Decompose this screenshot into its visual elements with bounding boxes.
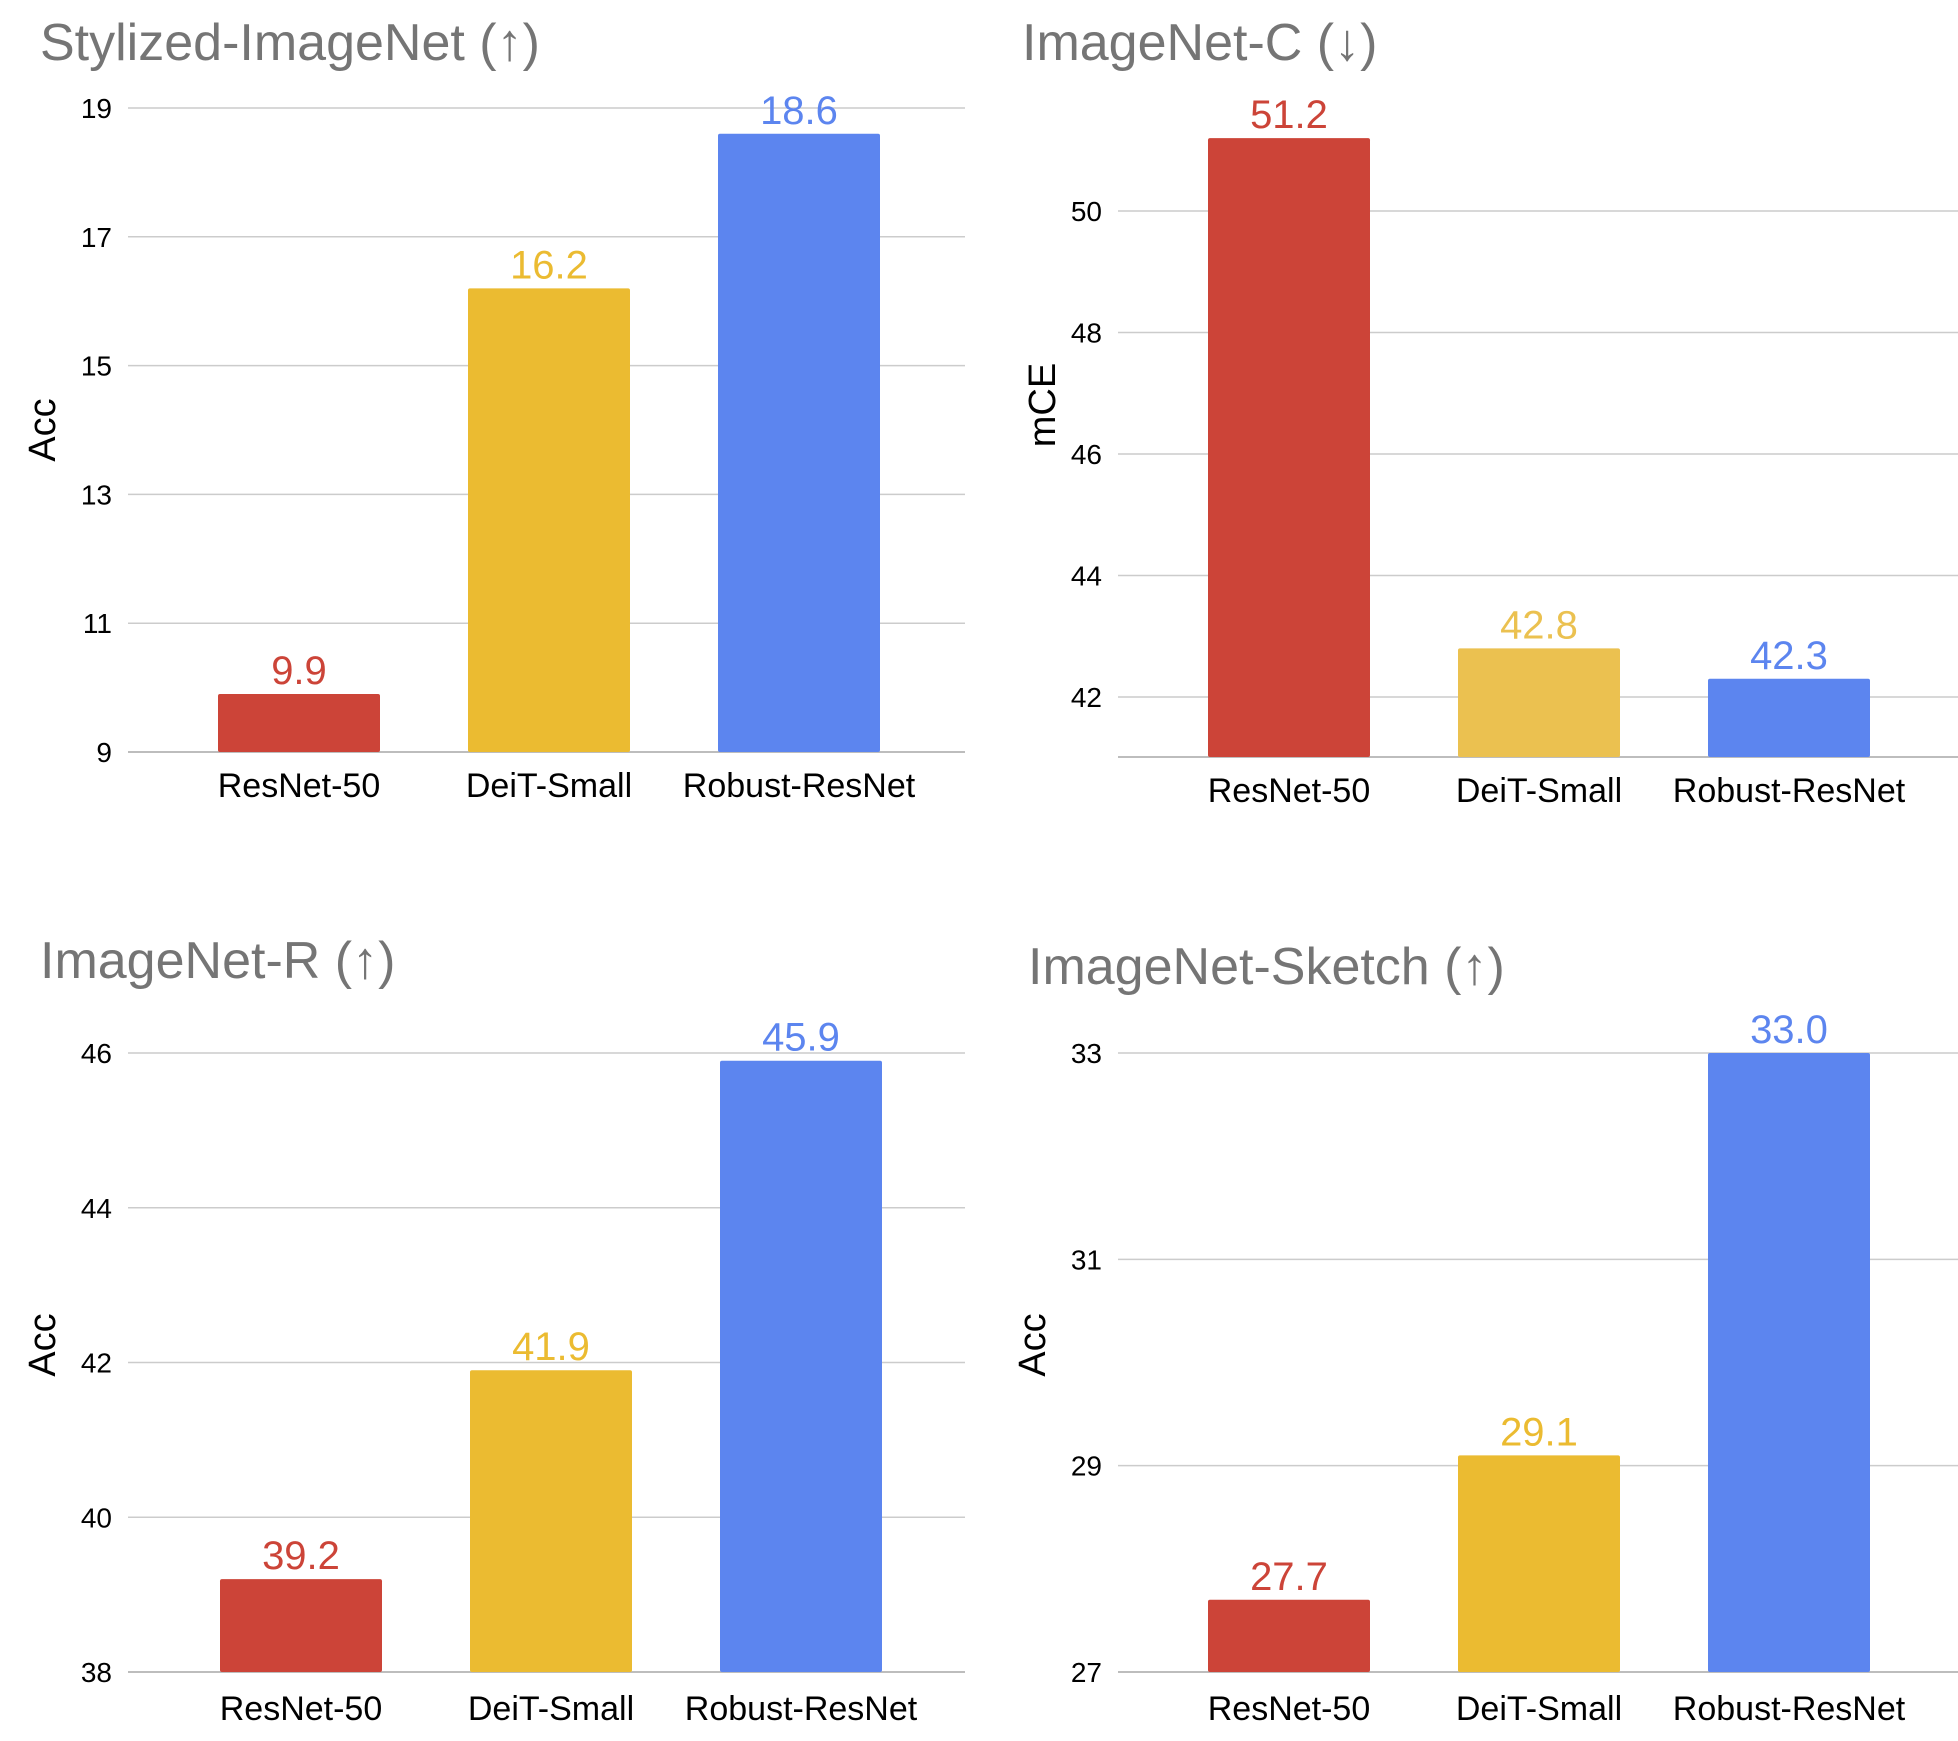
y-axis-label: Acc [22, 1313, 64, 1376]
y-axis-label: Acc [22, 398, 64, 461]
data-label: 27.7 [1250, 1555, 1328, 1599]
x-tick-label: Robust-ResNet [683, 767, 916, 805]
y-tick-label: 15 [81, 351, 112, 382]
bar-resnet-50 [1208, 138, 1370, 758]
y-tick-label: 9 [96, 737, 112, 768]
bar-deit-small [468, 288, 630, 752]
data-label: 45.9 [762, 1016, 840, 1060]
y-tick-label: 42 [1071, 682, 1102, 713]
y-tick-label: 46 [81, 1038, 112, 1069]
y-tick-label: 29 [1071, 1451, 1102, 1482]
data-label: 42.3 [1750, 634, 1828, 678]
data-label: 16.2 [510, 243, 588, 287]
data-label: 33.0 [1750, 1008, 1828, 1052]
data-label: 29.1 [1500, 1410, 1578, 1454]
y-tick-label: 44 [1071, 561, 1102, 592]
data-label: 18.6 [760, 89, 838, 133]
y-tick-label: 50 [1071, 196, 1102, 227]
x-tick-label: Robust-ResNet [1673, 772, 1906, 810]
y-tick-label: 44 [81, 1193, 112, 1224]
chart-title: ImageNet-C (↓) [1022, 14, 1377, 72]
y-tick-label: 42 [81, 1348, 112, 1379]
x-tick-label: DeiT-Small [1456, 772, 1622, 810]
y-tick-label: 19 [81, 93, 112, 124]
y-tick-label: 31 [1071, 1244, 1102, 1275]
bar-resnet-50 [218, 694, 380, 752]
bar-robust-resnet [718, 133, 880, 752]
x-tick-label: DeiT-Small [1456, 1690, 1622, 1728]
x-tick-label: Robust-ResNet [1673, 1690, 1906, 1728]
y-tick-label: 33 [1071, 1038, 1102, 1069]
chart-title: ImageNet-Sketch (↑) [1028, 938, 1505, 996]
x-tick-label: DeiT-Small [466, 767, 632, 805]
bar-robust-resnet [1708, 1053, 1870, 1672]
y-tick-label: 46 [1071, 439, 1102, 470]
chart-title: ImageNet-R (↑) [40, 932, 395, 990]
bar-resnet-50 [1208, 1599, 1370, 1672]
data-label: 39.2 [262, 1534, 340, 1578]
x-tick-label: ResNet-50 [218, 767, 381, 805]
y-axis-label: mCE [1022, 363, 1064, 447]
data-label: 42.8 [1500, 603, 1578, 647]
bar-deit-small [470, 1370, 632, 1672]
data-label: 51.2 [1250, 93, 1328, 137]
chart-stylized-imagenet: Stylized-ImageNet (↑) 9 11 13 15 17 19 Acc 9.9 Re… [22, 14, 965, 805]
y-tick-label: 13 [81, 479, 112, 510]
y-tick-label: 17 [81, 222, 112, 253]
chart-title: Stylized-ImageNet (↑) [40, 14, 540, 72]
chart-imagenet-sketch: ImageNet-Sketch (↑) 27 29 31 33 Acc 27.7 ResNet… [1012, 938, 1958, 1728]
y-tick-label: 38 [81, 1657, 112, 1688]
x-tick-label: ResNet-50 [1208, 1690, 1371, 1728]
data-label: 41.9 [512, 1325, 590, 1369]
bar-deit-small [1458, 1455, 1620, 1672]
x-tick-label: ResNet-50 [1208, 772, 1371, 810]
y-tick-label: 27 [1071, 1657, 1102, 1688]
y-tick-label: 11 [83, 608, 112, 639]
bar-deit-small [1458, 648, 1620, 757]
bar-robust-resnet [720, 1060, 882, 1672]
chart-imagenet-r: ImageNet-R (↑) 38 40 42 44 46 Acc 39.2 ResNet-50… [22, 932, 965, 1728]
x-tick-label: ResNet-50 [220, 1690, 383, 1728]
y-tick-label: 48 [1071, 318, 1102, 349]
y-axis-label: Acc [1012, 1313, 1054, 1376]
x-tick-label: DeiT-Small [468, 1690, 634, 1728]
chart-imagenet-c: ImageNet-C (↓) 42 44 46 48 50 mCE 51.2 ResNet-50… [1022, 14, 1958, 810]
bar-resnet-50 [220, 1579, 382, 1672]
bar-robust-resnet [1708, 678, 1870, 757]
x-tick-label: Robust-ResNet [685, 1690, 918, 1728]
data-label: 9.9 [271, 649, 327, 693]
y-tick-label: 40 [81, 1502, 112, 1533]
